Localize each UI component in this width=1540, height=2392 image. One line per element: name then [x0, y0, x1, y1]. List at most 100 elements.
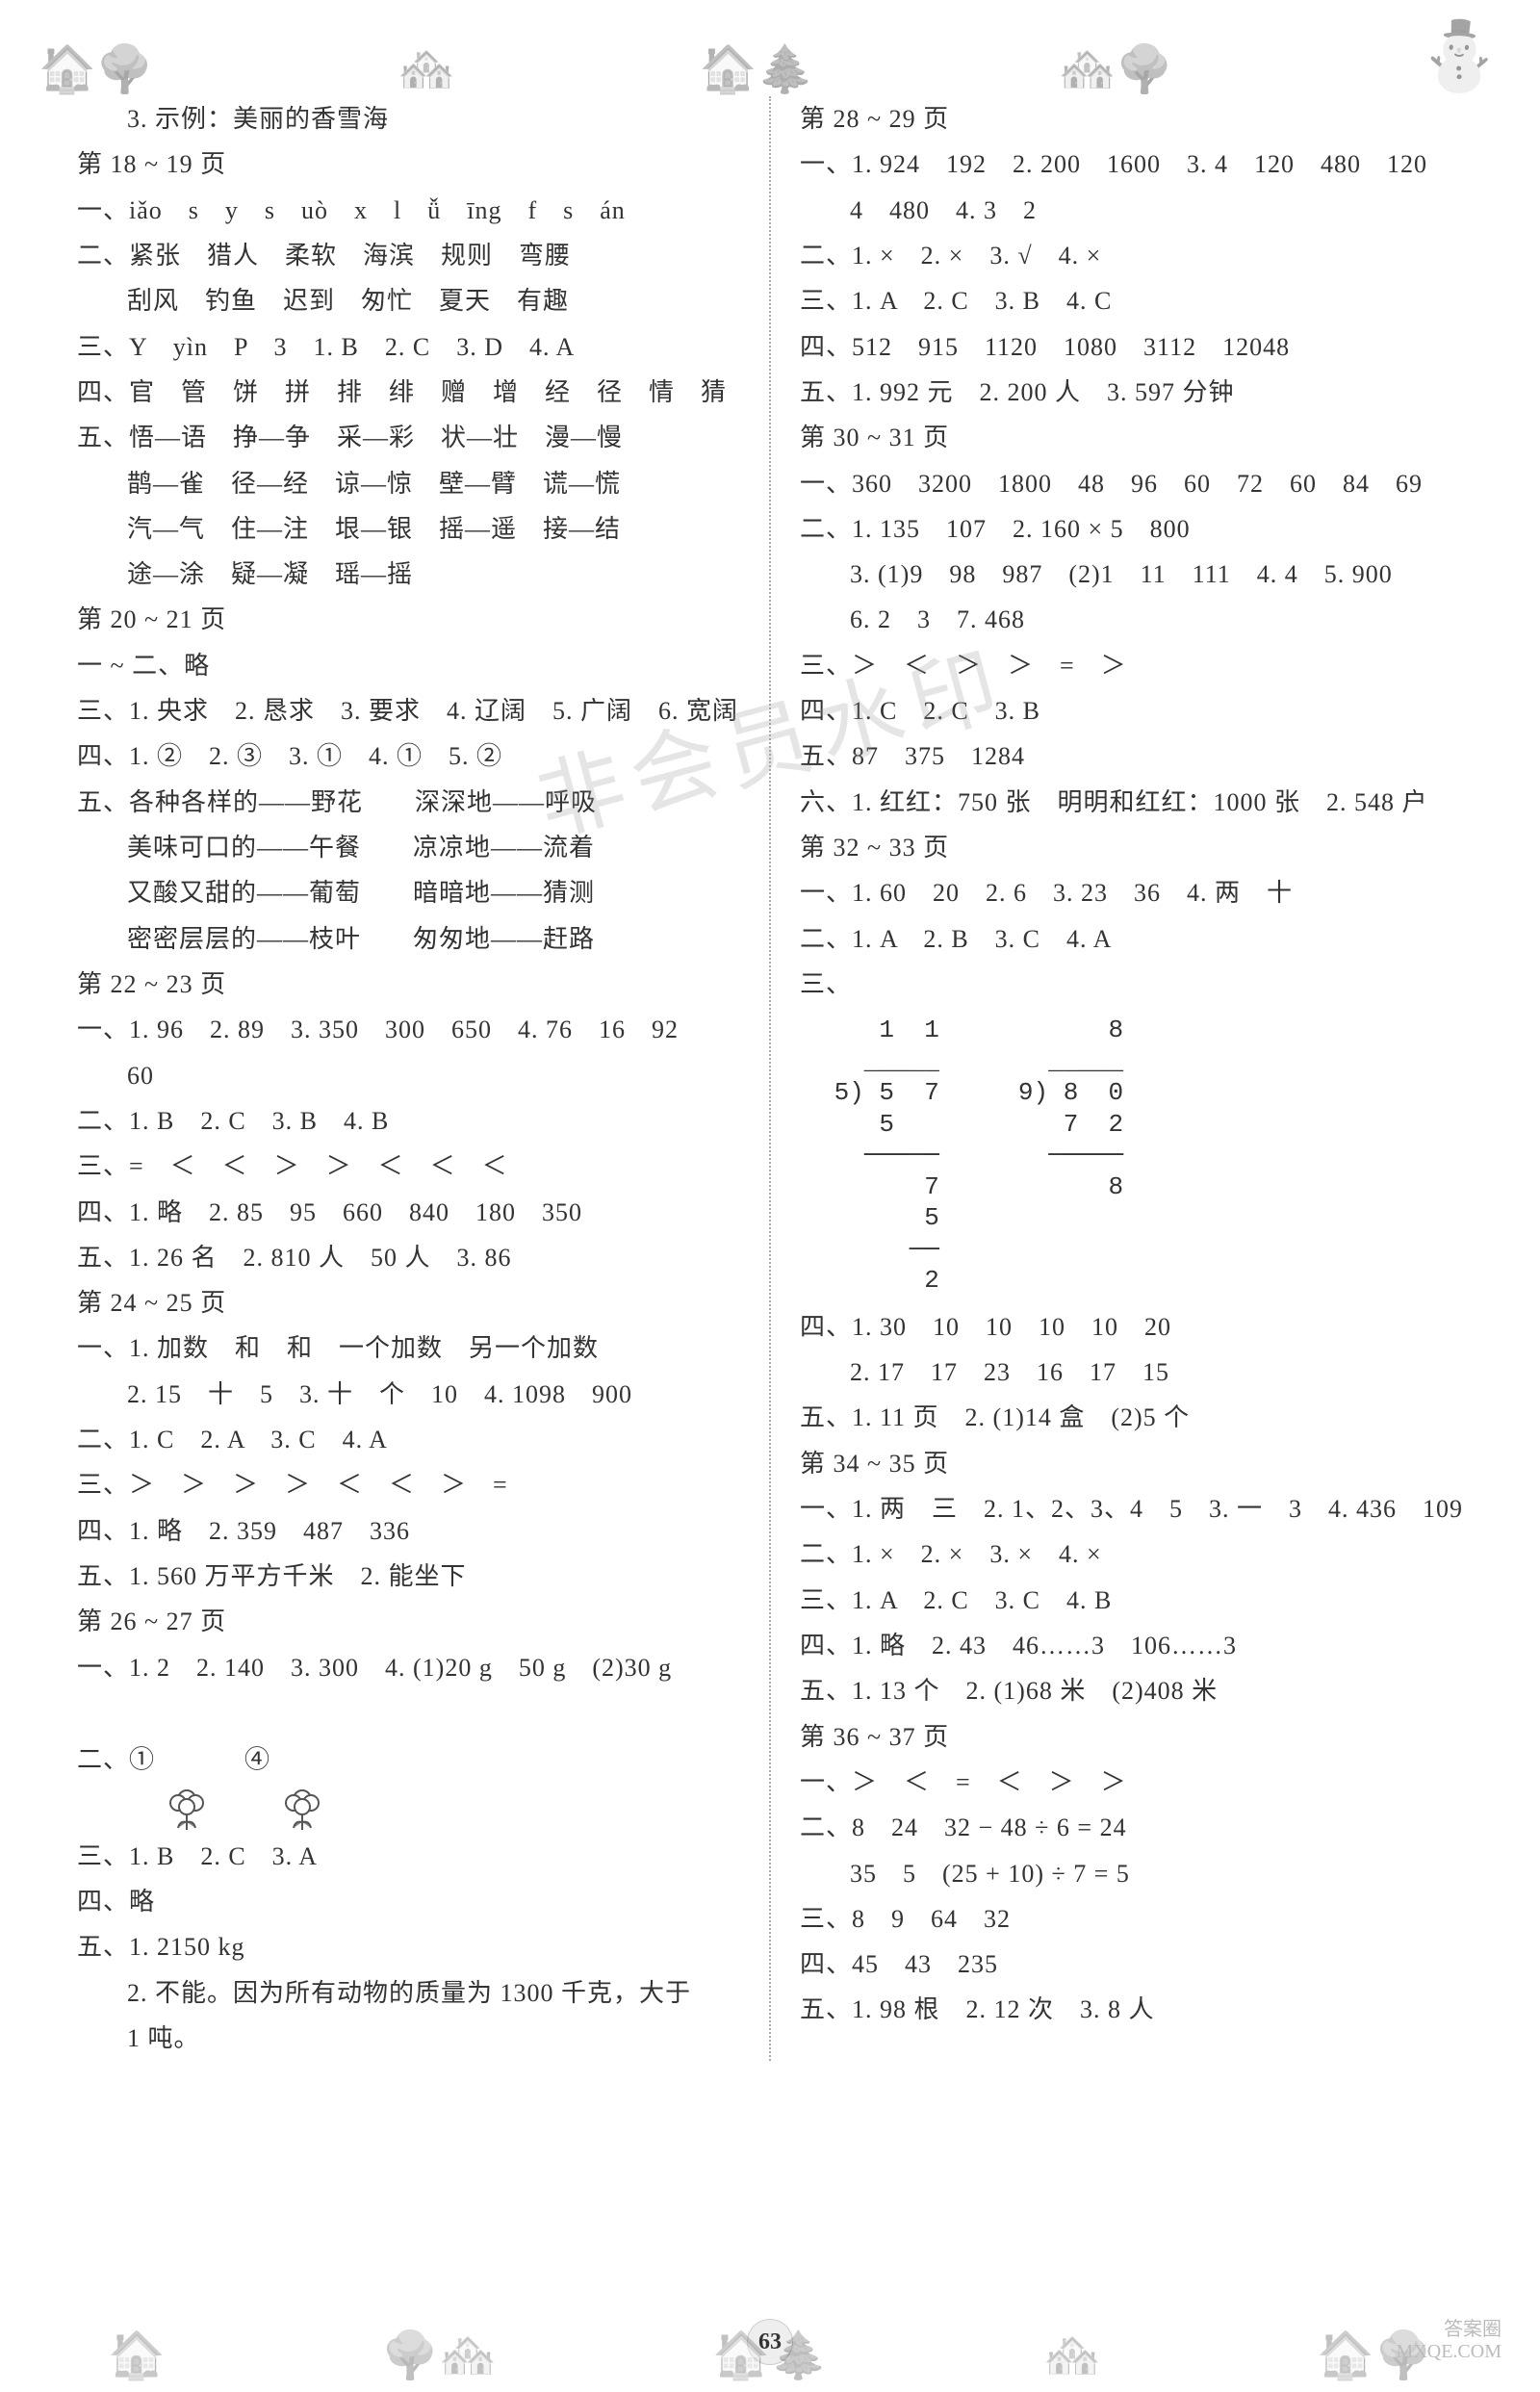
answer-line: 四、1. C 2. C 3. B	[800, 688, 1463, 733]
answer-line: 又酸又甜的——葡萄 暗暗地——猜测	[77, 870, 740, 915]
answer-line: 第 24 ~ 25 页	[77, 1280, 740, 1325]
answer-line: 二、1. C 2. A 3. C 4. A	[77, 1417, 740, 1462]
snowman-icon: ⛄	[1418, 17, 1502, 96]
answer-line: 2. 17 17 23 16 17 15	[800, 1350, 1463, 1395]
long-division-row: 1 1 _____ 5) 5 7 5 ───── 7 5 ── 2 8 ____…	[800, 1007, 1463, 1304]
answer-line: 四、1. 略 2. 85 95 660 840 180 350	[77, 1190, 740, 1235]
answer-line: 第 34 ~ 35 页	[800, 1441, 1463, 1486]
answer-line: 五、1. 2150 kg	[77, 1924, 740, 1969]
answer-line: 五、1. 992 元 2. 200 人 3. 597 分钟	[800, 370, 1463, 415]
answer-line: 四、官 管 饼 拼 排 绯 赠 增 经 径 情 猜	[77, 370, 740, 415]
answer-line: 三、＞ ＜ ＞ ＞ = ＞	[800, 643, 1463, 688]
answer-line: 二、① ④	[77, 1690, 740, 1834]
answer-line: 五、1. 98 根 2. 12 次 3. 8 人	[800, 1987, 1463, 2032]
answer-line: 刮风 钓鱼 迟到 匆忙 夏天 有趣	[77, 278, 740, 323]
house-icon: 🌳🏘️	[381, 2328, 497, 2382]
answer-line: 三、＞ ＞ ＞ ＞ ＜ ＜ ＞ =	[77, 1462, 740, 1507]
answer-line: 二、紧张 猎人 柔软 海滨 规则 弯腰	[77, 233, 740, 278]
answer-line: 三、1. B 2. C 3. A	[77, 1834, 740, 1879]
brand-line1: 答案圈	[1397, 2313, 1502, 2341]
house-icon: 🏠🌲	[712, 2328, 828, 2382]
answer-line: 四、512 915 1120 1080 3112 12048	[800, 324, 1463, 370]
brand-line2: MXQE.COM	[1397, 2341, 1502, 2363]
answer-line: 汽—气 住—注 垠—银 摇—遥 接—结	[77, 506, 740, 552]
answer-line: 五、1. 13 个 2. (1)68 米 (2)408 米	[800, 1668, 1463, 1713]
answer-line: 1 吨。	[77, 2016, 740, 2061]
answer-line: 第 18 ~ 19 页	[77, 141, 740, 187]
long-division-a: 1 1 _____ 5) 5 7 5 ───── 7 5 ── 2	[819, 1015, 939, 1297]
long-division-b: 8 _____ 9) 8 0 7 2 ───── 8	[1003, 1015, 1123, 1202]
answer-line: 第 36 ~ 37 页	[800, 1714, 1463, 1760]
house-icon: 🏠	[108, 2328, 166, 2382]
answer-line: 三、Y yìn P 3 1. B 2. C 3. D 4. A	[77, 324, 740, 370]
answer-line: 第 26 ~ 27 页	[77, 1599, 740, 1644]
answer-line: 3. (1)9 98 987 (2)1 11 111 4. 4 5. 900	[800, 552, 1463, 597]
answer-line: 三、1. A 2. C 3. C 4. B	[800, 1578, 1463, 1623]
answer-line: 第 28 ~ 29 页	[800, 96, 1463, 141]
answer-line: 六、1. 红红：750 张 明明和红红：1000 张 2. 548 户	[800, 780, 1463, 825]
right-column: 第 28 ~ 29 页一、1. 924 192 2. 200 1600 3. 4…	[771, 96, 1482, 2061]
answer-line: 二、1. B 2. C 3. B 4. B	[77, 1098, 740, 1144]
header-decoration: 🏠🌳 🏘️ 🏠🌲 🏘️🌳 ⛄	[0, 10, 1540, 96]
answer-line: 途—涂 疑—凝 瑶—摇	[77, 552, 740, 597]
answer-line: 35 5 (25 + 10) ÷ 7 = 5	[800, 1851, 1463, 1896]
answer-line: 密密层层的——枝叶 匆匆地——赶路	[77, 916, 740, 962]
house-icon: 🏠🌲	[700, 41, 815, 96]
answer-line: 三、= ＜ ＜ ＞ ＞ ＜ ＜ ＜	[77, 1144, 740, 1189]
answer-line: 2. 不能。因为所有动物的质量为 1300 千克，大于	[77, 1970, 740, 2016]
answer-line: 60	[77, 1053, 740, 1098]
answer-line: 2. 15 十 5 3. 十 个 10 4. 1098 900	[77, 1372, 740, 1417]
house-icon: 🏘️🌳	[1059, 41, 1174, 96]
flower-icon	[161, 1690, 213, 1834]
answer-line: 一、iǎo s y s uò x l ǚ īng f s án	[77, 188, 740, 233]
brand-watermark: 答案圈 MXQE.COM	[1397, 2313, 1502, 2363]
answer-line: 二、1. A 2. B 3. C 4. A	[800, 916, 1463, 962]
answer-line: 第 22 ~ 23 页	[77, 962, 740, 1007]
answer-line: 四、1. 略 2. 359 487 336	[77, 1508, 740, 1554]
answer-line: 五、1. 560 万平方千米 2. 能坐下	[77, 1554, 740, 1599]
answer-line: 三、1. 央求 2. 恳求 3. 要求 4. 辽阔 5. 广阔 6. 宽阔	[77, 688, 740, 733]
answer-line: 第 32 ~ 33 页	[800, 825, 1463, 870]
footer-decoration: 🏠 🌳🏘️ 🏠🌲 🏘️ 🏠🌳	[0, 2315, 1540, 2382]
answer-line: 一 ~ 二、略	[77, 643, 740, 688]
answer-line: 第 20 ~ 21 页	[77, 597, 740, 642]
answer-line: 四、略	[77, 1879, 740, 1924]
answer-line: 二、1. × 2. × 3. √ 4. ×	[800, 233, 1463, 278]
answer-line: 三、8 9 64 32	[800, 1896, 1463, 1942]
answer-line: 三、	[800, 962, 1463, 1007]
answer-line: 二、8 24 32 − 48 ÷ 6 = 24	[800, 1805, 1463, 1850]
house-icon: 🏘️	[398, 41, 455, 96]
answer-line: 四、1. ② 2. ③ 3. ① 4. ① 5. ②	[77, 733, 740, 779]
answer-line: 一、1. 加数 和 和 一个加数 另一个加数	[77, 1325, 740, 1371]
answer-line: 四、45 43 235	[800, 1942, 1463, 1987]
answer-line: 五、各种各样的——野花 深深地——呼吸	[77, 780, 740, 825]
answer-line: 一、1. 924 192 2. 200 1600 3. 4 120 480 12…	[800, 141, 1463, 187]
answer-line: 一、1. 两 三 2. 1、2、3、4 5 3. 一 3 4. 436 109	[800, 1486, 1463, 1531]
answer-line: 一、1. 96 2. 89 3. 350 300 650 4. 76 16 92	[77, 1007, 740, 1052]
answer-line: 五、1. 26 名 2. 810 人 50 人 3. 86	[77, 1235, 740, 1280]
answer-line: 4 480 4. 3 2	[800, 188, 1463, 233]
answer-line: 三、1. A 2. C 3. B 4. C	[800, 278, 1463, 323]
answer-line: 二、1. 135 107 2. 160 × 5 800	[800, 506, 1463, 552]
answer-line: 一、＞ ＜ = ＜ ＞ ＞	[800, 1760, 1463, 1805]
house-icon: 🏠🌳	[38, 41, 154, 96]
answer-line: 五、悟—语 挣—争 采—彩 状—壮 漫—慢	[77, 415, 740, 460]
answer-line: 3. 示例：美丽的香雪海	[77, 96, 740, 141]
answer-line: 二、1. × 2. × 3. × 4. ×	[800, 1531, 1463, 1577]
answer-line: 四、1. 30 10 10 10 10 20	[800, 1304, 1463, 1350]
flower-icon	[276, 1690, 328, 1834]
answer-line: 四、1. 略 2. 43 46……3 106……3	[800, 1623, 1463, 1668]
answer-line: 一、1. 60 20 2. 6 3. 23 36 4. 两 十	[800, 870, 1463, 915]
answer-line: 五、1. 11 页 2. (1)14 盒 (2)5 个	[800, 1395, 1463, 1440]
answer-line: 美味可口的——午餐 凉凉地——流着	[77, 825, 740, 870]
answer-line: 五、87 375 1284	[800, 733, 1463, 779]
answer-line: 6. 2 3 7. 468	[800, 597, 1463, 642]
content-columns: 3. 示例：美丽的香雪海第 18 ~ 19 页一、iǎo s y s uò x …	[58, 96, 1482, 2061]
page: 🏠🌳 🏘️ 🏠🌲 🏘️🌳 ⛄ 非会员水印 3. 示例：美丽的香雪海第 18 ~ …	[0, 0, 1540, 2392]
answer-line: 一、1. 2 2. 140 3. 300 4. (1)20 g 50 g (2)…	[77, 1645, 740, 1690]
left-column: 3. 示例：美丽的香雪海第 18 ~ 19 页一、iǎo s y s uò x …	[58, 96, 771, 2061]
answer-line: 第 30 ~ 31 页	[800, 415, 1463, 460]
house-icon: 🏘️	[1043, 2328, 1101, 2382]
answer-line: 一、360 3200 1800 48 96 60 72 60 84 69	[800, 461, 1463, 506]
answer-line: 鹊—雀 径—经 谅—惊 壁—臂 谎—慌	[77, 461, 740, 506]
